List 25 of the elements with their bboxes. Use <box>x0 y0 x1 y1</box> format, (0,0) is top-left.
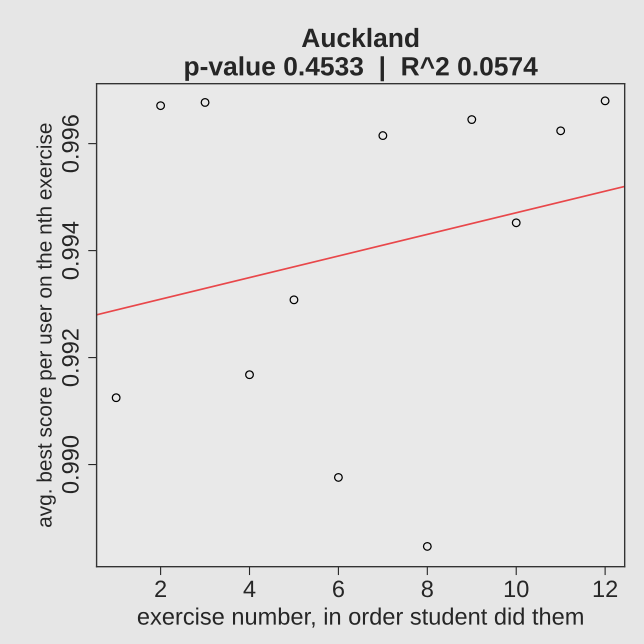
point <box>467 115 476 124</box>
point <box>200 98 210 107</box>
y-tick-label: 0.994 <box>62 222 79 280</box>
y-tick-label: 0.992 <box>62 329 79 386</box>
point <box>156 101 166 110</box>
x-tick-label: 6 <box>333 580 344 598</box>
point <box>422 542 432 551</box>
point <box>334 472 343 482</box>
chart-title: Auckland p-value 0.4533 | R^2 0.0574 <box>185 28 538 82</box>
x-tick-label: 10 <box>504 580 528 598</box>
y-axis-title: avg. best score per user on the nth exercise <box>36 123 56 527</box>
x-axis-title: exercise number, in order student did them <box>138 607 583 628</box>
y-tick-label: 0.996 <box>62 115 79 172</box>
y-tick-label: 0.990 <box>62 436 79 494</box>
point <box>512 218 521 228</box>
x-tick-label: 12 <box>594 580 618 598</box>
point <box>290 295 298 304</box>
x-tick-label: 2 <box>155 580 166 598</box>
point <box>600 96 610 106</box>
point <box>245 370 254 380</box>
point <box>378 131 388 140</box>
point <box>556 126 566 136</box>
point <box>112 393 121 402</box>
x-tick-label: 8 <box>422 580 433 598</box>
x-tick-label: 4 <box>243 580 256 598</box>
